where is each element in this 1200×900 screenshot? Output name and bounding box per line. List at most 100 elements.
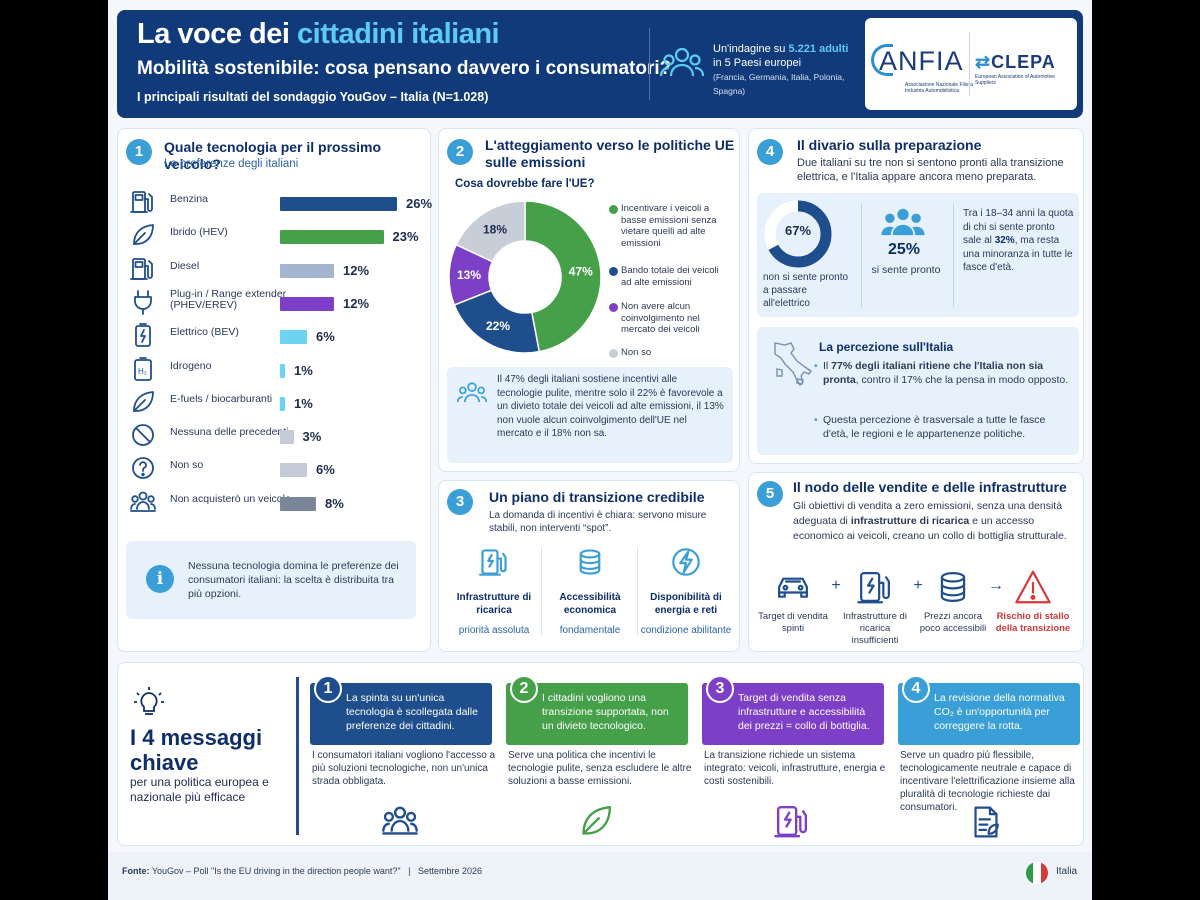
divider xyxy=(953,203,954,307)
technology-row: E-fuels / biocarburanti 1% xyxy=(130,389,426,417)
key-message-number: 4 xyxy=(902,675,930,703)
footer: Fonte: YouGov – Poll "Is the EU driving … xyxy=(108,852,1092,900)
legend-label: Incentivare i veicoli a basse emissioni … xyxy=(621,203,717,249)
young-text: Tra i 18–34 anni la quota di chi si sent… xyxy=(963,208,1074,273)
clepa-logo: ⇄CLEPA European Association of Automotiv… xyxy=(975,52,1056,86)
flow-label: Prezzi ancora poco accessibili xyxy=(919,611,987,634)
technology-value: 8% xyxy=(325,495,344,511)
technology-label: Non so xyxy=(170,459,204,472)
donut-value: 67% xyxy=(784,223,812,238)
priority-item: Infrastrutture di ricarica priorità assol… xyxy=(447,543,541,643)
key-message-body: I consumatori italiani vogliono l'access… xyxy=(312,750,496,787)
section-transition-plan: 3 Un piano di transizione credibile La d… xyxy=(438,480,740,652)
technology-label: Plug-in / Range extender (PHEV/EREV) xyxy=(170,287,287,311)
section-text: Due italiani su tre non si sentono pront… xyxy=(797,157,1064,183)
charging-station-icon xyxy=(772,803,812,839)
leaf-icon xyxy=(130,389,156,415)
section-title: Quale tecnologia per il prossimo veicolo… xyxy=(164,139,382,172)
technology-bar xyxy=(280,296,334,311)
key-message-number: 1 xyxy=(314,675,342,703)
section-number: 1 xyxy=(126,139,152,165)
technology-value: 26% xyxy=(406,196,433,211)
fuel-pump-icon xyxy=(130,256,156,282)
perception-bullet-2: • Questa percezione è trasversale a tutte… xyxy=(814,414,1046,440)
anfia-logo: ANFIA Associazione Nazionale Filiera Ind… xyxy=(871,40,973,96)
priority-subtitle: priorità assoluta xyxy=(458,625,530,636)
technology-value: 6% xyxy=(316,329,335,345)
svg-text:H₂: H₂ xyxy=(138,367,147,376)
flow-label: Infrastrutture di ricarica insufficienti xyxy=(843,611,907,646)
section-title: Un piano di transizione credibile xyxy=(489,489,705,505)
warning-icon xyxy=(1014,569,1052,605)
donut-slice xyxy=(453,289,541,354)
people-icon xyxy=(457,382,487,403)
technology-bar xyxy=(280,363,285,378)
prohibited-icon xyxy=(130,422,156,448)
technology-row: Non acquisterò un veicolo 8% xyxy=(130,489,426,517)
section-subtitle: Le preferenze degli italiani xyxy=(164,158,299,170)
country-label: Italia xyxy=(1056,866,1078,877)
charging-station-icon xyxy=(479,547,509,577)
flow-item: Prezzi ancora poco accessibili xyxy=(915,569,991,649)
flow-item: Rischio di stallo della transizione xyxy=(995,569,1071,649)
donut-caption: non si sente pronto a passare all'elettr… xyxy=(763,272,849,309)
technology-value: 1% xyxy=(294,395,313,411)
legend-swatch xyxy=(609,267,618,276)
technology-label: E-fuels / biocarburanti xyxy=(170,392,273,405)
section-sales-infrastructure: 5 Il nodo delle vendite e delle infrastr… xyxy=(748,472,1084,652)
info-text: Il 47% degli italiani sostiene incentivi… xyxy=(497,374,724,439)
section-number: 2 xyxy=(447,139,473,165)
fuel-pump-icon xyxy=(130,189,156,215)
technology-row: Benzina 26% xyxy=(130,189,432,217)
flow-label: Rischio di stallo della transizione xyxy=(995,611,1071,634)
donut-slice xyxy=(524,200,602,353)
technology-value: 12% xyxy=(343,295,370,311)
flow-label: Target di vendita spinti xyxy=(758,611,828,634)
section-title: Il nodo delle vendite e delle infrastrut… xyxy=(793,479,1067,495)
technology-row: H₂ Idrogeno 1% xyxy=(130,356,426,384)
technology-row: Plug-in / Range extender (PHEV/EREV) 12% xyxy=(130,287,426,317)
info-box: i Nessuna tecnologia domina le preferenz… xyxy=(126,541,416,619)
leaf-icon xyxy=(576,803,616,839)
energy-icon xyxy=(671,547,701,577)
section-eu-policy: 2 L'atteggiamento verso le politiche UE … xyxy=(438,128,740,472)
key-message-body: Serve una politica che incentivi le tecn… xyxy=(508,750,692,787)
slice-label: 18% xyxy=(483,223,507,237)
info-text: Nessuna tecnologia domina le preferenze … xyxy=(188,560,399,600)
technology-value: 23% xyxy=(392,229,419,245)
technology-value: 3% xyxy=(302,429,322,445)
key-message-card: 4 La revisione della normativa CO₂ è un'o… xyxy=(898,675,1080,745)
header-divider xyxy=(649,28,650,100)
donut-slice xyxy=(455,200,526,263)
page-title: La voce dei cittadini italiani xyxy=(137,18,500,50)
technology-bar xyxy=(280,330,307,345)
technology-value: 1% xyxy=(294,362,313,378)
divider xyxy=(296,677,299,835)
technology-bar xyxy=(280,463,307,478)
perception-bullet-1: • Il 77% degli italiani ritiene che l'Ita… xyxy=(814,360,1069,386)
key-message-body: La transizione richiede un sistema integ… xyxy=(704,750,886,787)
people-icon xyxy=(659,47,705,77)
technology-row: Diesel 12% xyxy=(130,256,426,284)
leaf-icon xyxy=(130,222,156,248)
legend-item: Non so xyxy=(609,347,731,359)
technology-label: Diesel xyxy=(170,259,200,272)
ready-value: 25% xyxy=(887,241,921,258)
key-message-headline: I cittadini vogliono una transizione sup… xyxy=(542,692,669,732)
logo-divider xyxy=(969,32,970,96)
flow-item: Target di vendita spinti xyxy=(755,569,831,649)
donut-fill xyxy=(764,200,832,268)
priority-subtitle: fondamentale xyxy=(559,625,621,636)
priority-title: Infrastrutture di ricarica xyxy=(456,592,532,616)
technology-label: Benzina xyxy=(170,193,208,205)
technology-label: Non acquisterò un veicolo xyxy=(170,492,291,505)
section-title: Il divario sulla preparazione xyxy=(797,137,982,153)
technology-label: Elettrico (BEV) xyxy=(170,326,239,339)
italy-flag-icon xyxy=(1026,862,1048,884)
italy-perception-box: La percezione sull'Italia • Il 77% degli … xyxy=(757,327,1079,455)
key-message-number: 3 xyxy=(706,675,734,703)
technology-bar xyxy=(280,263,334,278)
survey-info: Un'indagine su 5.221 adulti in 5 Paesi e… xyxy=(713,43,849,96)
key-message-headline: Target di vendita senza infrastrutture e… xyxy=(738,692,870,732)
